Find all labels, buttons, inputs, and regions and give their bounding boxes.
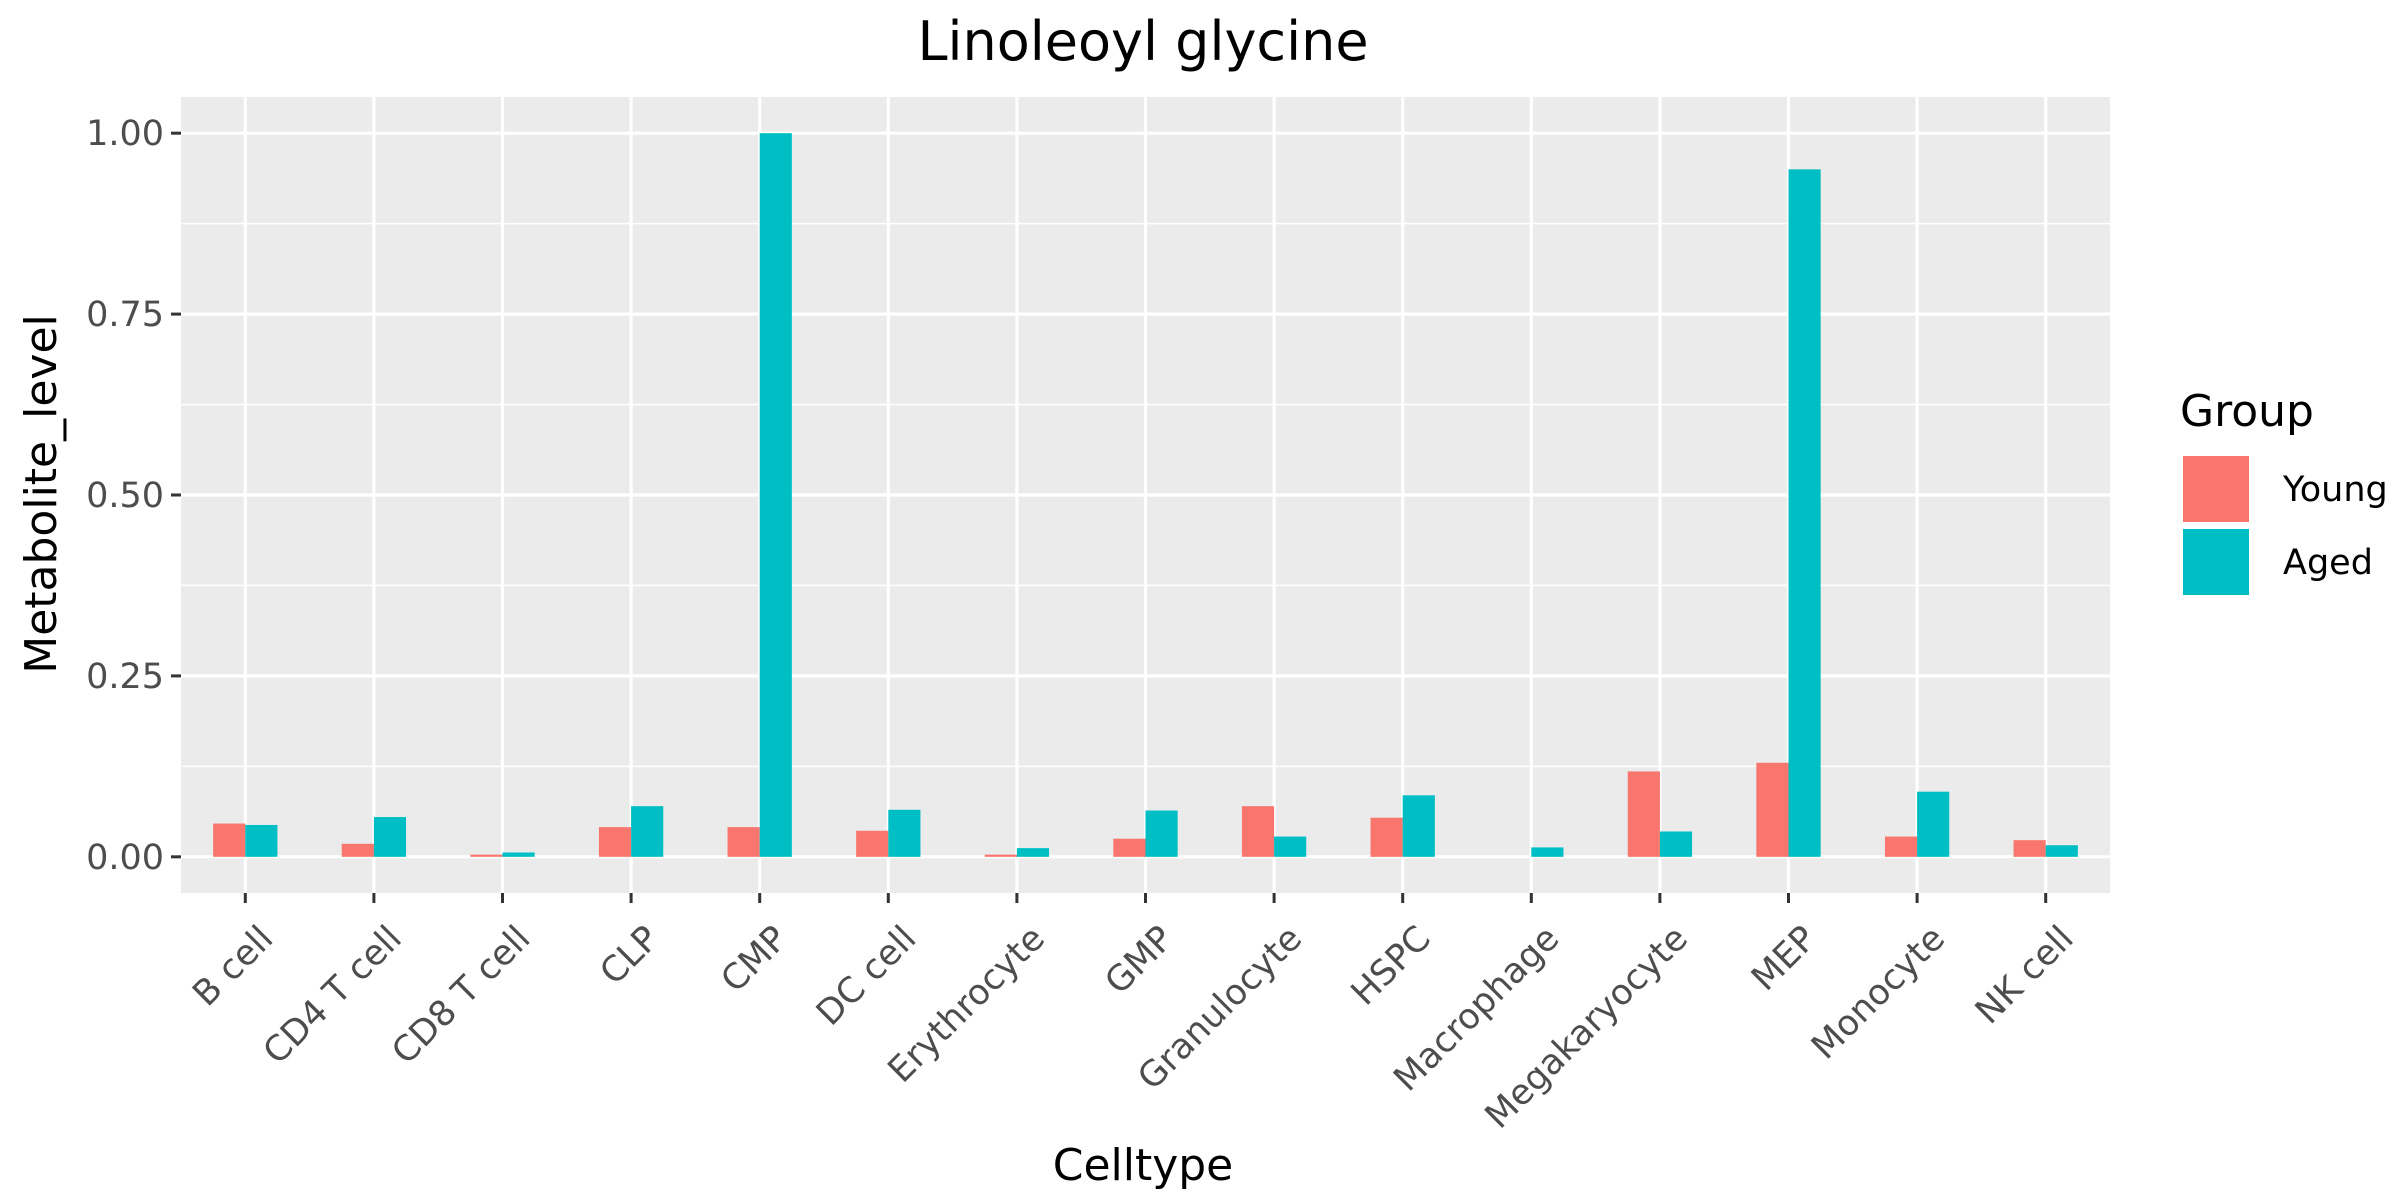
x-axis-title: Celltype <box>1053 1140 1234 1191</box>
bar-young-clp <box>598 827 632 857</box>
bar-young-megakaryocyte <box>1627 771 1660 857</box>
y-tick-label: 0.75 <box>86 295 164 335</box>
bar-aged-mep <box>1788 169 1821 857</box>
bar-aged-monocyte <box>1917 791 1950 857</box>
y-tick-label: 0.50 <box>86 476 164 516</box>
bar-young-hspc <box>1370 817 1403 857</box>
bar-aged-dc-cell <box>888 809 921 857</box>
y-tick-label: 1.00 <box>86 114 164 154</box>
bar-aged-b-cell <box>245 824 278 857</box>
y-axis: 0.00 0.25 0.50 0.75 1.00 <box>86 114 181 878</box>
bar-aged-macrophage <box>1531 847 1564 857</box>
legend-key-young <box>2183 456 2249 522</box>
bar-aged-nk-cell <box>2045 845 2078 857</box>
bar-aged-cmp <box>759 133 792 857</box>
chart-title: Linoleoyl glycine <box>917 10 1368 73</box>
legend-key-aged <box>2183 529 2249 595</box>
legend-title: Group <box>2180 386 2314 437</box>
bar-aged-erythrocyte <box>1016 848 1050 857</box>
bar-young-erythrocyte <box>984 854 1017 857</box>
bar-young-cd8-t-cell <box>470 854 503 857</box>
bar-young-dc-cell <box>856 830 889 857</box>
bar-young-granulocyte <box>1241 806 1275 857</box>
bar-young-b-cell <box>213 823 246 857</box>
y-tick-label: 0.00 <box>86 838 164 878</box>
bar-aged-cd8-t-cell <box>502 852 535 857</box>
bar-young-gmp <box>1113 838 1146 857</box>
bar-young-cd4-t-cell <box>341 843 374 857</box>
bar-aged-granulocyte <box>1274 836 1307 857</box>
legend-label-aged: Aged <box>2283 543 2373 583</box>
bar-aged-clp <box>631 806 664 857</box>
bars <box>213 133 2078 857</box>
bar-aged-hspc <box>1402 795 1435 857</box>
bar-young-cmp <box>727 827 760 857</box>
bar-aged-gmp <box>1145 810 1178 857</box>
bar-young-monocyte <box>1884 836 1918 857</box>
y-tick-label: 0.25 <box>86 657 164 697</box>
legend: Group Young Aged <box>2180 386 2388 595</box>
bar-aged-megakaryocyte <box>1659 831 1693 857</box>
bar-young-mep <box>1756 762 1789 857</box>
bar-young-nk-cell <box>2013 840 2046 857</box>
legend-label-young: Young <box>2282 470 2388 510</box>
y-axis-title: Metabolite_level <box>16 314 67 674</box>
bar-aged-cd4-t-cell <box>373 817 407 857</box>
